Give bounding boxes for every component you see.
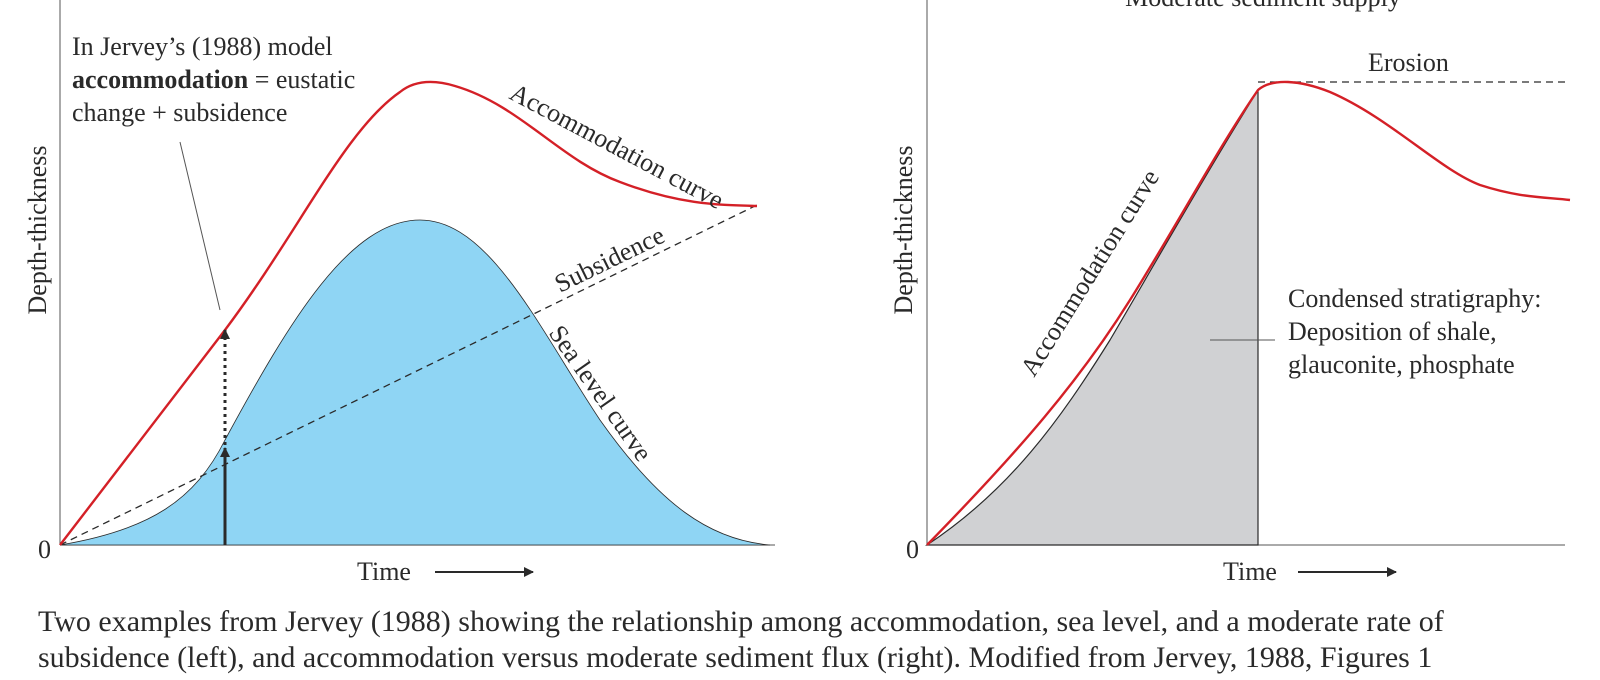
right-accommodation-curve — [926, 80, 1571, 546]
note-line-1: In Jervey’s (1988) model — [72, 32, 333, 61]
note-leader-line — [179, 141, 221, 311]
figure-caption: Two examples from Jervey (1988) showing … — [38, 605, 1444, 674]
right-x-axis-label: Time — [1223, 557, 1277, 586]
note-line-3: change + subsidence — [72, 98, 287, 127]
subsidence-line — [59, 204, 758, 546]
note-line-2: accommodation = eustatic — [72, 65, 355, 94]
left-accommodation-label: Accommodation curve — [505, 78, 728, 215]
right-y-axis-label: Depth-thickness — [889, 146, 918, 315]
note-line-2-rest: = eustatic — [248, 65, 355, 94]
left-panel: Depth-thickness 0 Time In Jervey’s (1988… — [23, 0, 775, 586]
note-bold-term: accommodation — [72, 65, 249, 94]
left-accommodation-curve — [59, 80, 758, 546]
left-zero-label: 0 — [38, 535, 51, 564]
condensed-line-1: Condensed stratigraphy: — [1288, 284, 1541, 313]
left-y-axis-label: Depth-thickness — [23, 146, 52, 315]
right-zero-label: 0 — [906, 535, 919, 564]
figure: Depth-thickness 0 Time In Jervey’s (1988… — [23, 0, 1571, 586]
erosion-label: Erosion — [1368, 48, 1449, 77]
right-panel-title: Moderate sediment supply — [1125, 0, 1401, 12]
sediment-fill — [925, 87, 1259, 546]
subsidence-label: Subsidence — [550, 220, 669, 298]
sea-level-fill — [59, 219, 771, 546]
condensed-line-2: Deposition of shale, — [1288, 317, 1497, 346]
condensed-line-3: glauconite, phosphate — [1288, 350, 1515, 379]
right-panel: Moderate sediment supply Depth-thickness… — [889, 0, 1571, 586]
left-x-axis-label: Time — [357, 557, 411, 586]
